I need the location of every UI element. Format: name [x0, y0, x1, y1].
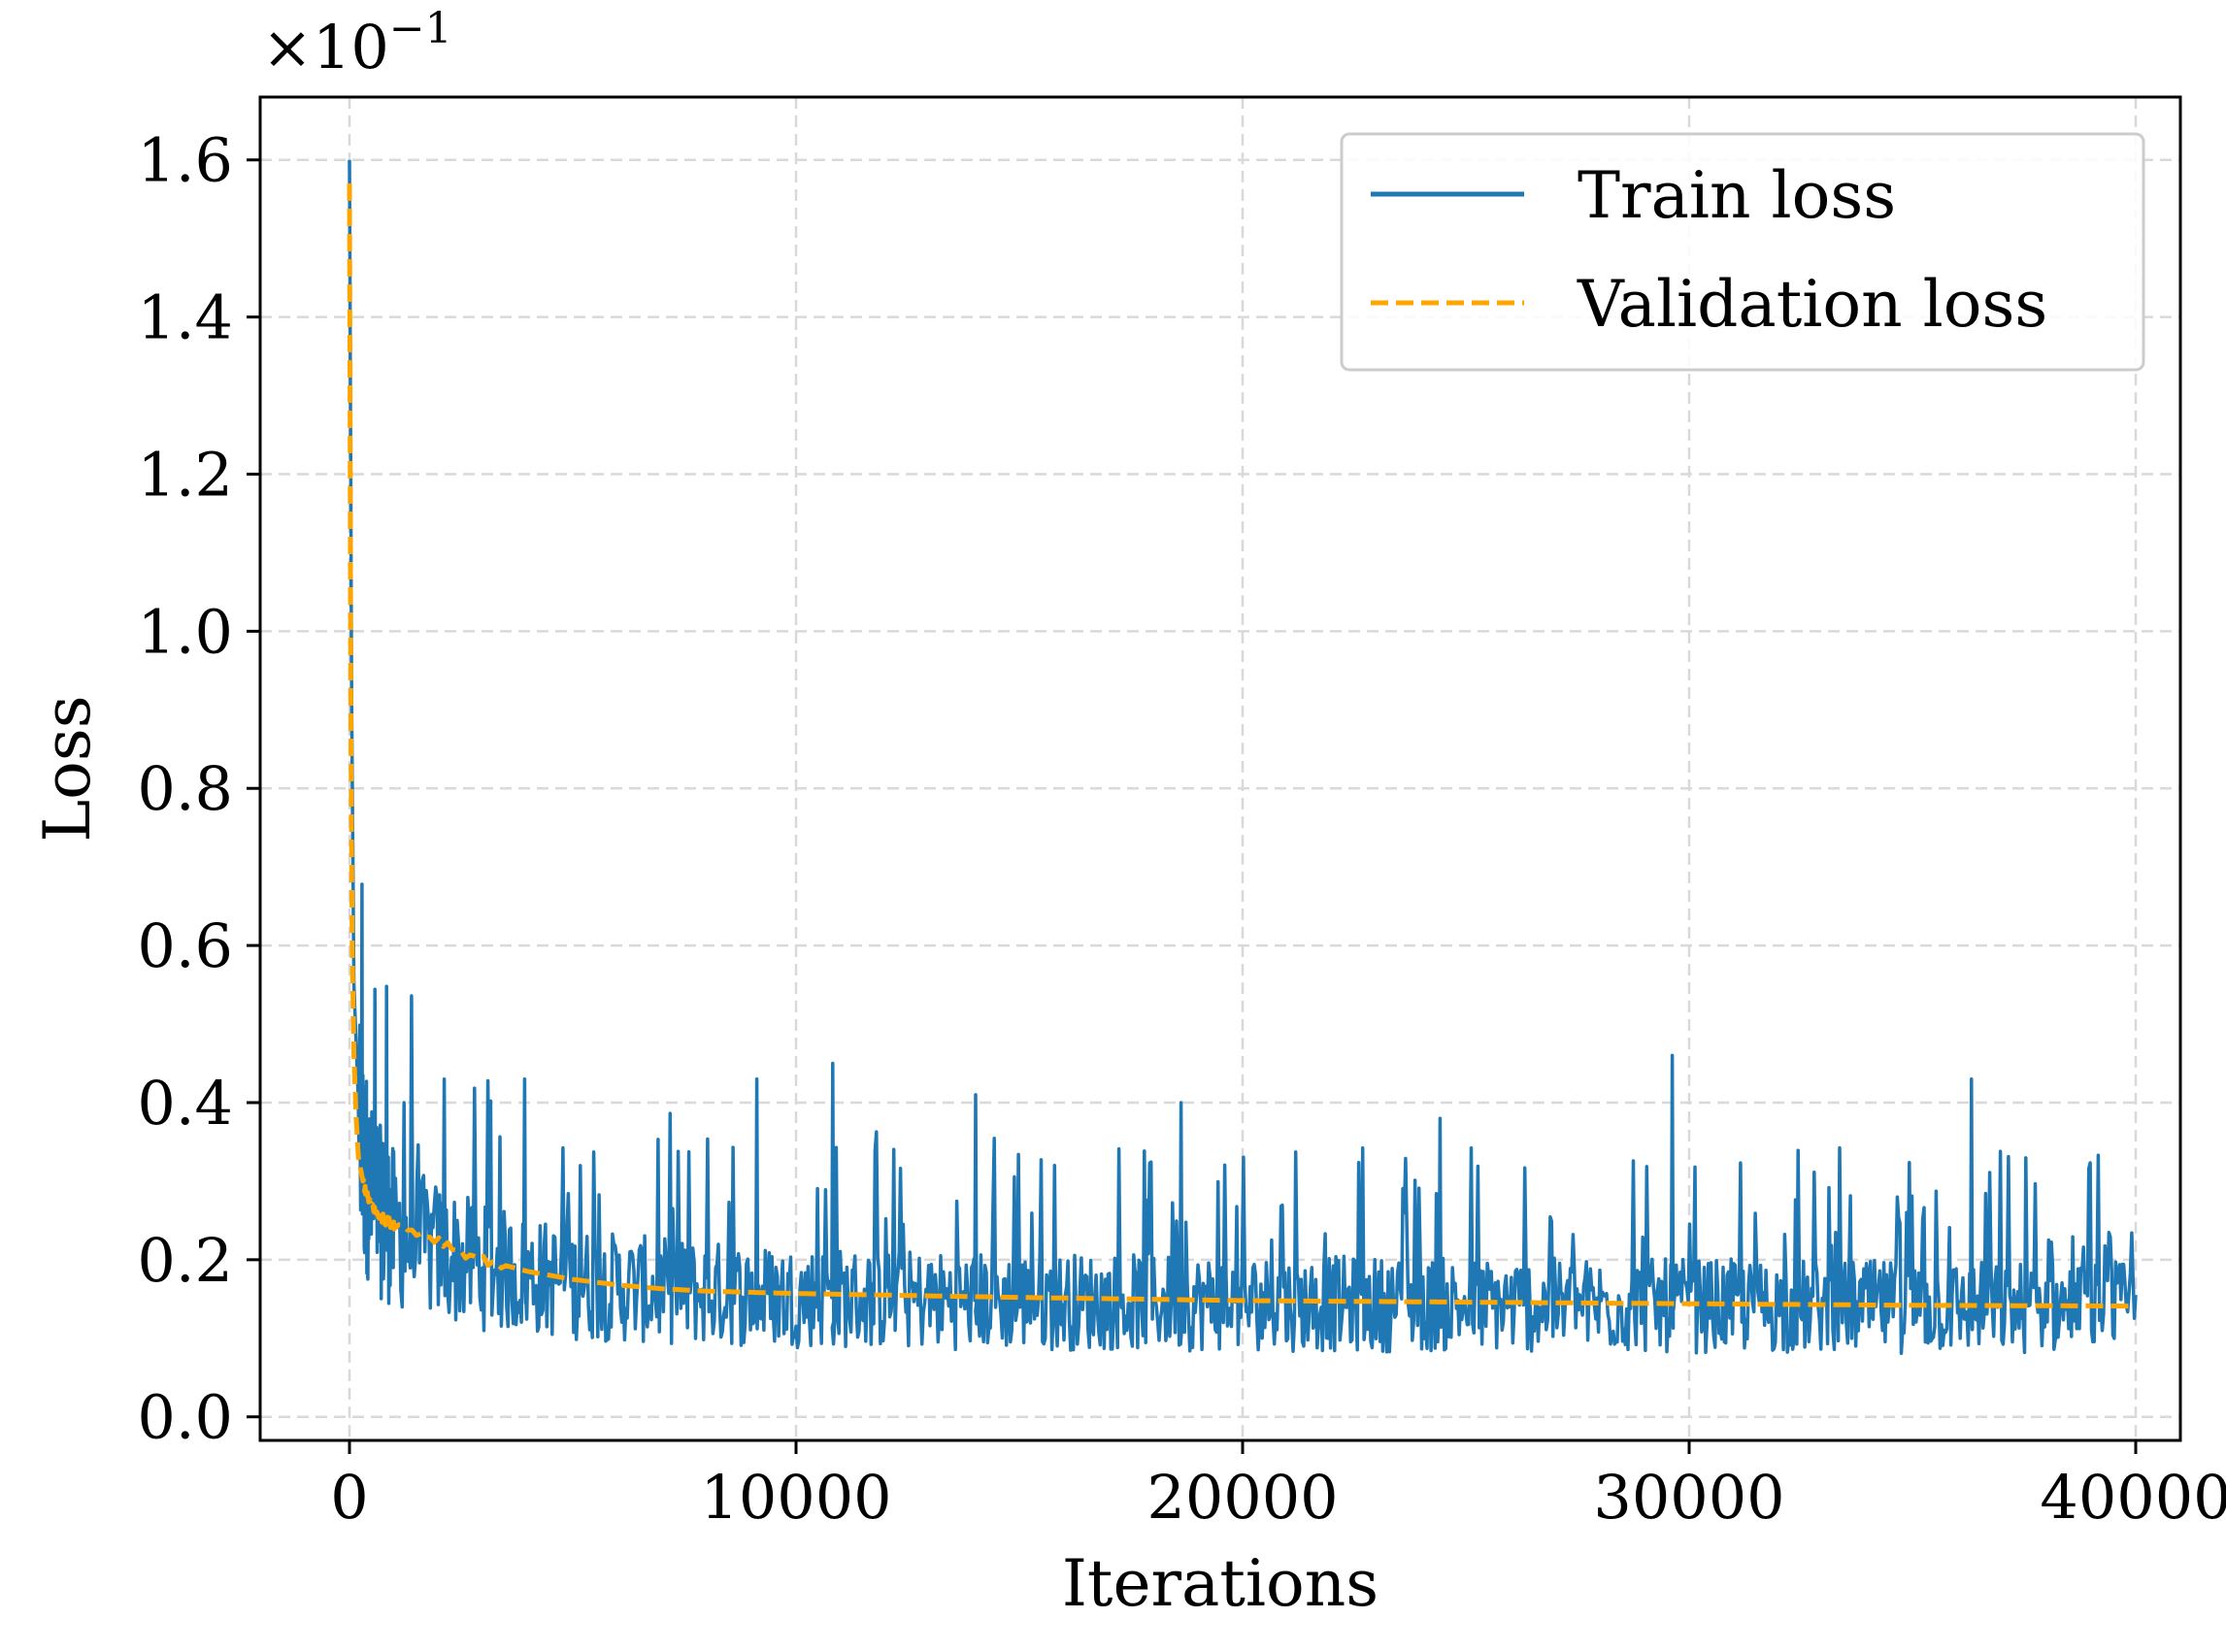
validation-loss-line	[347, 182, 2136, 1309]
y-tick-label: 0.0	[137, 1382, 233, 1453]
train-loss-line	[348, 159, 2138, 1356]
legend-label-validation-loss: Validation loss	[1577, 267, 2047, 342]
tick-layer: 0 10000 20000 30000 40000 0.0 0.2 0.4 0.6 0.8 1.0 1…	[137, 125, 2226, 1533]
scale-factor-label: ×10−1	[262, 4, 452, 83]
y-tick-label: 1.2	[137, 439, 233, 510]
data-layer	[347, 159, 2138, 1356]
axes-frame	[258, 95, 2182, 1442]
legend-box	[1340, 132, 2145, 372]
y-tick-label: 1.0	[137, 596, 233, 667]
legend: Train loss Validation loss	[1340, 132, 2145, 372]
x-tick-label: 20000	[1146, 1462, 1338, 1533]
x-tick-label: 30000	[1593, 1462, 1784, 1533]
scale-factor-base: ×10	[262, 12, 389, 83]
y-tick-label: 0.4	[137, 1068, 233, 1139]
legend-label-train-loss: Train loss	[1578, 158, 1896, 233]
y-tick-label: 0.2	[137, 1225, 233, 1296]
y-tick-label: 1.4	[137, 282, 233, 353]
y-axis-label: Loss	[30, 695, 105, 842]
y-tick-label: 0.6	[137, 910, 233, 981]
x-axis-label: Iterations	[1062, 1546, 1379, 1621]
x-tick-label: 0	[330, 1462, 368, 1533]
y-tick-label: 0.8	[137, 753, 233, 824]
scale-factor-exponent: −1	[389, 4, 452, 53]
y-tick-label: 1.6	[137, 125, 233, 196]
x-tick-label: 40000	[2040, 1462, 2226, 1533]
x-tick-label: 10000	[700, 1462, 891, 1533]
